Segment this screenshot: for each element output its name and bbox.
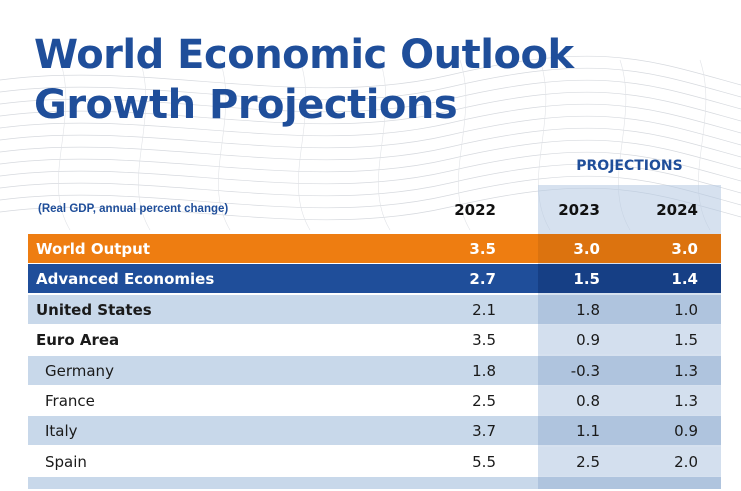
value-2022: 2.1 (472, 300, 496, 319)
projection-cell-shade (538, 446, 721, 476)
projection-cell-shade (538, 416, 721, 446)
value-2024: 1.3 (674, 391, 698, 410)
value-2023: 2.5 (576, 452, 600, 471)
value-2022: 5.5 (472, 452, 496, 471)
projections-label: PROJECTIONS (576, 158, 683, 174)
table-row-italy: Italy 3.7 1.1 0.9 (28, 416, 721, 446)
row-label: United States (36, 300, 152, 319)
table-row-partial (28, 477, 721, 490)
row-label: Spain (45, 452, 87, 471)
value-2023: 0.8 (576, 391, 600, 410)
table-subtitle: (Real GDP, annual percent change) (38, 203, 229, 215)
value-2022: 2.7 (469, 270, 496, 289)
value-2024: 1.0 (674, 300, 698, 319)
table-row-spain: Spain 5.5 2.5 2.0 (28, 446, 721, 476)
table-row-france: France 2.5 0.8 1.3 (28, 385, 721, 415)
row-label: Advanced Economies (36, 270, 215, 289)
value-2023: 1.1 (576, 422, 600, 441)
row-label: Germany (45, 361, 114, 380)
table-row-united-states: United States 2.1 1.8 1.0 (28, 294, 721, 324)
projection-cell-shade (538, 264, 721, 294)
year-header-2023: 2023 (558, 201, 600, 219)
projection-cell-shade (538, 355, 721, 385)
page-title: World Economic Outlook Growth Projection… (34, 30, 574, 130)
value-2022: 2.5 (472, 391, 496, 410)
value-2024: 1.4 (671, 270, 698, 289)
projection-cell-shade (538, 294, 721, 324)
value-2023: 0.9 (576, 331, 600, 350)
value-2022: 1.8 (472, 361, 496, 380)
table-row-germany: Germany 1.8 -0.3 1.3 (28, 355, 721, 385)
value-2023: 1.5 (573, 270, 600, 289)
row-label: Euro Area (36, 331, 120, 350)
value-2023: -0.3 (570, 361, 600, 380)
value-2022: 3.5 (469, 240, 496, 258)
projection-cell-shade (538, 385, 721, 415)
title-line-1: World Economic Outlook (34, 32, 574, 78)
projection-cell-shade (538, 477, 721, 490)
year-header-2022: 2022 (454, 201, 496, 219)
title-line-2: Growth Projections (34, 82, 458, 128)
value-2023: 3.0 (573, 240, 600, 258)
value-2022: 3.5 (472, 331, 496, 350)
value-2024: 1.5 (674, 331, 698, 350)
value-2022: 3.7 (472, 422, 496, 441)
value-2024: 2.0 (674, 452, 698, 471)
table-row-euro-area: Euro Area 3.5 0.9 1.5 (28, 325, 721, 355)
value-2024: 3.0 (671, 240, 698, 258)
row-label: France (45, 391, 95, 410)
table-row-world-output: World Output 3.5 3.0 3.0 (28, 234, 721, 263)
value-2023: 1.8 (576, 300, 600, 319)
projection-cell-shade (538, 234, 721, 263)
year-header-2024: 2024 (656, 201, 698, 219)
growth-table: World Output 3.5 3.0 3.0 Advanced Econom… (28, 234, 721, 491)
projection-cell-shade (538, 325, 721, 355)
row-label: Italy (45, 422, 78, 441)
value-2024: 0.9 (674, 422, 698, 441)
table-row-advanced-economies: Advanced Economies 2.7 1.5 1.4 (28, 264, 721, 294)
value-2024: 1.3 (674, 361, 698, 380)
row-label: World Output (36, 240, 151, 258)
